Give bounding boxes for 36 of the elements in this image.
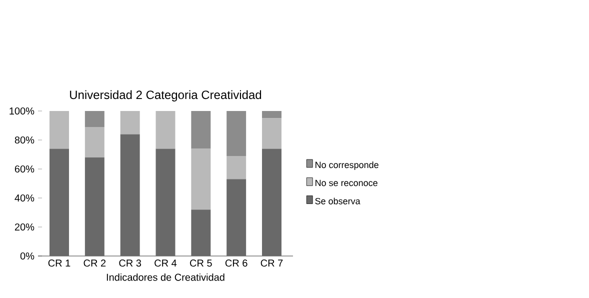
bar [191, 111, 211, 149]
chart-title: Universidad 2 Categoria Creatividad [70, 90, 262, 102]
x-tick-label: CR 3 [119, 260, 142, 267]
bar [156, 148, 176, 256]
x-tick-label: CR 5 [190, 260, 212, 267]
bar [191, 148, 211, 210]
x-tick-label: CR 2 [84, 260, 106, 267]
y-tick-label: 20% [14, 223, 34, 231]
bar [84, 126, 104, 158]
x-tick-label: CR 1 [48, 260, 70, 267]
bar [262, 148, 282, 256]
y-tick-label: 40% [14, 194, 34, 202]
bar [120, 111, 140, 134]
bar [84, 157, 104, 256]
y-tick-label: 0% [20, 252, 34, 260]
bar [262, 111, 282, 118]
x-tick-label: CR 4 [154, 260, 177, 267]
legend-label: Se observa [315, 198, 360, 204]
legend-label: No corresponde [316, 161, 378, 170]
bar [226, 111, 246, 156]
x-axis-title: Indicadores de Creatividad [106, 273, 224, 281]
x-tick-label: CR 6 [225, 260, 248, 267]
legend-label: No se reconoce [316, 180, 378, 186]
bar [120, 134, 140, 256]
bar [226, 179, 246, 256]
x-tick-label: CR 7 [260, 260, 283, 267]
bar [262, 118, 282, 149]
bar [50, 111, 69, 149]
bar [50, 148, 69, 256]
bar [84, 111, 104, 127]
bar [156, 111, 176, 149]
y-tick-label: 100% [10, 107, 34, 115]
y-tick-label: 60% [14, 165, 34, 173]
y-tick-label: 80% [14, 136, 34, 144]
bar [226, 156, 246, 180]
bar [191, 210, 211, 256]
